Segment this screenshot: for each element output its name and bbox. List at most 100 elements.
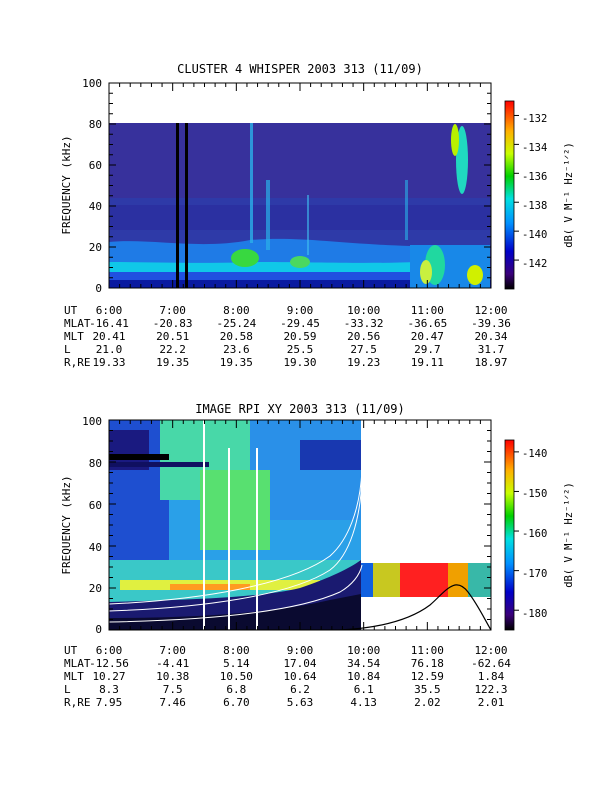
ephem-value: 34.54 — [347, 657, 380, 670]
ephem-value: 11:00 — [411, 304, 444, 317]
ephem-value: 19.11 — [411, 356, 444, 369]
ephem-value: 19.23 — [347, 356, 380, 369]
ephem-label: UT — [64, 304, 78, 317]
ephem-value: 20.41 — [92, 330, 125, 343]
colorbar-tick-label: -140 — [522, 229, 547, 241]
ephem-value: 20.59 — [283, 330, 316, 343]
ephem-value: 5.63 — [287, 696, 314, 709]
y-tick-label: 20 — [89, 582, 102, 595]
panel-1: CLUSTER 4 WHISPER 2003 313 (11/09) — [60, 62, 575, 369]
panel-2-y-label: FREQUENCY (kHz) — [60, 475, 73, 574]
ephem-value: -39.36 — [471, 317, 511, 330]
ephem-label: MLAT — [64, 317, 91, 330]
colorbar-label: dB( V M⁻¹ Hz⁻¹ᐟ²) — [563, 482, 575, 588]
ephem-value: 31.7 — [478, 343, 505, 356]
ephem-value: 29.7 — [414, 343, 441, 356]
y-tick-label: 80 — [89, 118, 102, 131]
ephem-value: -12.56 — [89, 657, 129, 670]
ephem-value: 10.38 — [156, 670, 189, 683]
ephem-value: 9:00 — [287, 644, 314, 657]
panel-2-colorbar: -140 -150 -160 -170 -180 dB( V M⁻¹ Hz⁻¹ᐟ… — [504, 439, 575, 631]
ephem-value: 10:00 — [347, 644, 380, 657]
panel-1-ephemeris: UT MLAT MLT L R,RE 6:00 7:00 8:00 9:00 10:00… — [64, 304, 511, 369]
ephem-value: 25.5 — [287, 343, 314, 356]
panel-1-colorbar: -132 -134 -136 -138 -140 -142 dB( V M⁻¹ … — [504, 100, 575, 290]
ephem-value: 20.58 — [220, 330, 253, 343]
panel-1-spectrogram — [109, 123, 491, 288]
ephem-value: 18.97 — [474, 356, 507, 369]
ephem-value: 7:00 — [159, 644, 186, 657]
ephem-value: -62.64 — [471, 657, 511, 670]
ephem-value: 7.46 — [159, 696, 186, 709]
ephem-value: 2.01 — [478, 696, 505, 709]
ephem-value: 6:00 — [96, 304, 123, 317]
ephem-value: 19.33 — [92, 356, 125, 369]
colorbar-tick-label: -136 — [522, 171, 547, 183]
ephem-value: 19.35 — [220, 356, 253, 369]
panel-2-ephemeris: UT MLAT MLT L R,RE 6:00 7:00 8:00 9:00 10:00… — [64, 644, 511, 709]
ephem-value: 10.84 — [347, 670, 380, 683]
ephem-value: 10:00 — [347, 304, 380, 317]
y-tick-label: 80 — [89, 457, 102, 470]
colorbar-label: dB( V M⁻¹ Hz⁻¹ᐟ²) — [563, 142, 575, 248]
colorbar-tick-label: -132 — [522, 113, 547, 125]
ephem-value: 122.3 — [474, 683, 507, 696]
ephem-value: 20.51 — [156, 330, 189, 343]
panel-2-x-ticks — [108, 420, 492, 630]
y-tick-label: 100 — [82, 77, 102, 90]
y-tick-label: 60 — [89, 159, 102, 172]
ephem-value: 12.59 — [411, 670, 444, 683]
panel-1-title: CLUSTER 4 WHISPER 2003 313 (11/09) — [177, 62, 423, 76]
ephem-value: -16.41 — [89, 317, 129, 330]
ephem-value: 20.56 — [347, 330, 380, 343]
panel-2-title: IMAGE RPI XY 2003 313 (11/09) — [195, 402, 405, 416]
ephem-value: 5.14 — [223, 657, 250, 670]
ephem-value: -4.41 — [156, 657, 189, 670]
panel-1-x-ticks — [108, 83, 492, 288]
ephem-value: 20.34 — [474, 330, 507, 343]
y-tick-label: 0 — [95, 282, 102, 295]
ephem-value: 10.27 — [92, 670, 125, 683]
ephem-label: R,RE — [64, 696, 91, 709]
ephem-value: 6.1 — [354, 683, 374, 696]
ephem-value: 12:00 — [474, 304, 507, 317]
ephem-value: 7.5 — [163, 683, 183, 696]
ephem-label: MLT — [64, 330, 84, 343]
ephem-value: 19.30 — [283, 356, 316, 369]
ephem-value: 12:00 — [474, 644, 507, 657]
panel-2-y-axis: 0 20 40 60 80 100 FREQUENCY (kHz) — [60, 415, 491, 636]
ephem-label: L — [64, 683, 71, 696]
ephem-value: 10.50 — [220, 670, 253, 683]
ephem-value: 1.84 — [478, 670, 505, 683]
ephem-value: 76.18 — [411, 657, 444, 670]
ephem-value: 8.3 — [99, 683, 119, 696]
panel-2-spectrogram — [109, 420, 491, 630]
ephem-value: 11:00 — [411, 644, 444, 657]
ephem-value: 6.8 — [226, 683, 246, 696]
colorbar-tick-label: -134 — [522, 142, 547, 154]
ephem-value: 6:00 — [96, 644, 123, 657]
ephem-value: -36.65 — [407, 317, 447, 330]
colorbar-tick-label: -180 — [522, 608, 547, 620]
y-tick-label: 40 — [89, 200, 102, 213]
y-tick-label: 20 — [89, 241, 102, 254]
ephem-value: 6.2 — [290, 683, 310, 696]
colorbar-tick-label: -142 — [522, 258, 547, 270]
panel-1-y-label: FREQUENCY (kHz) — [60, 135, 73, 234]
ephem-value: 21.0 — [96, 343, 123, 356]
ephem-value: 6.70 — [223, 696, 250, 709]
colorbar-tick-label: -160 — [522, 528, 547, 540]
ephem-label: MLT — [64, 670, 84, 683]
ephem-label: MLAT — [64, 657, 91, 670]
ephem-value: 22.2 — [159, 343, 186, 356]
ephem-value: 35.5 — [414, 683, 441, 696]
ephem-label: R,RE — [64, 356, 91, 369]
panel-1-y-axis: 0 20 40 60 80 100 FREQUENCY (kHz) — [60, 77, 491, 295]
ephem-value: 8:00 — [223, 644, 250, 657]
ephem-value: 2.02 — [414, 696, 441, 709]
y-tick-label: 40 — [89, 541, 102, 554]
colorbar-tick-label: -150 — [522, 488, 547, 500]
y-tick-label: 100 — [82, 415, 102, 428]
ephem-value: 17.04 — [283, 657, 316, 670]
